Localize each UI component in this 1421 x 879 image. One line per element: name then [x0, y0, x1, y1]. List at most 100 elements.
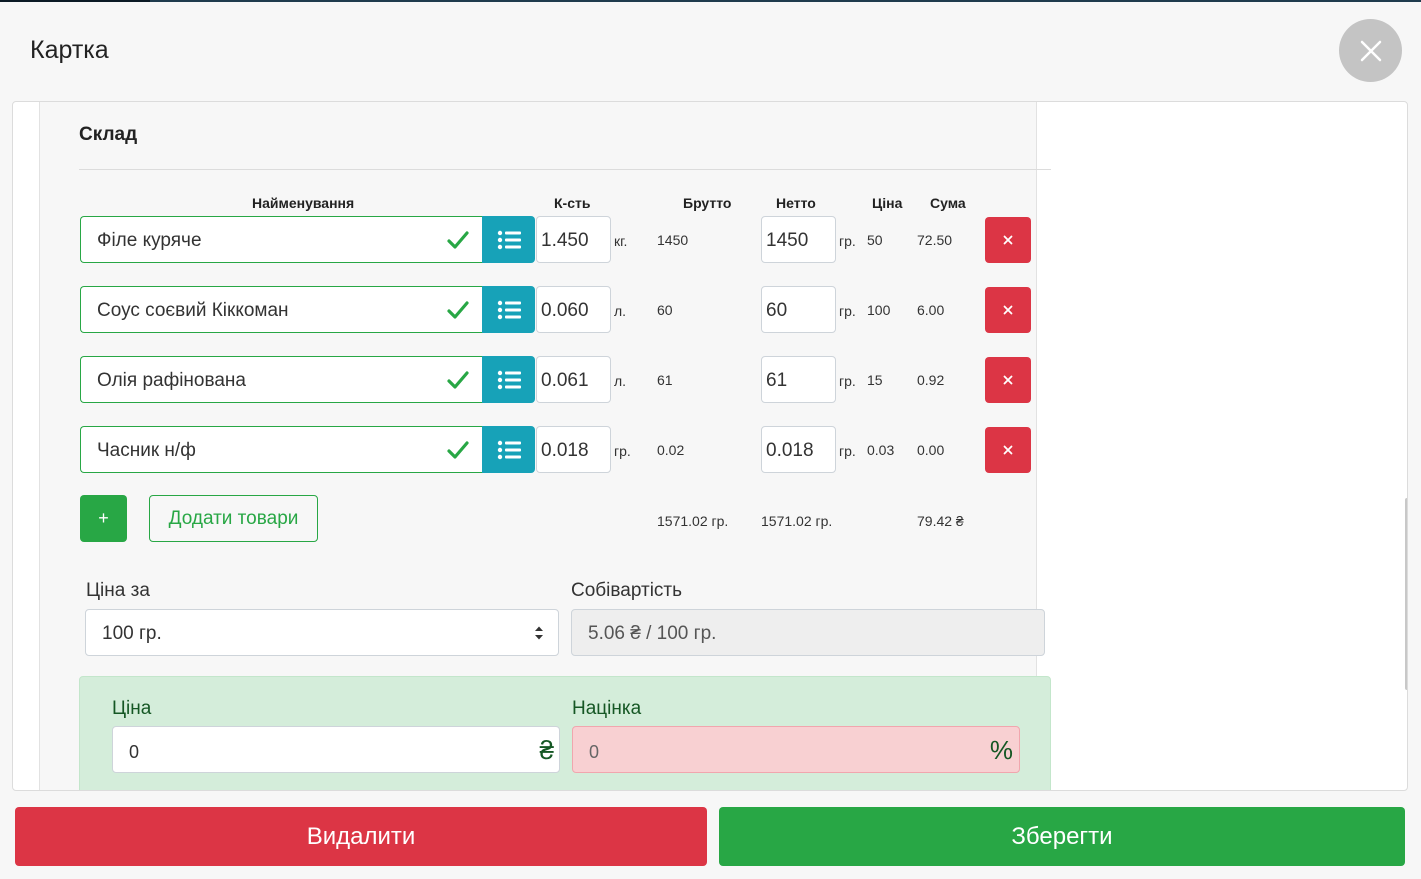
sum-value: 0.00	[917, 442, 945, 458]
content-panel: Склад Найменування К-сть Брутто Нетто Ці…	[12, 101, 1408, 791]
modal-title: Картка	[30, 36, 109, 64]
brutto-value: 0.02	[657, 442, 685, 458]
section-title: Склад	[79, 124, 138, 145]
close-button[interactable]	[1339, 19, 1402, 82]
ingredient-netto-input[interactable]: 61	[761, 356, 836, 403]
list-icon	[497, 440, 521, 459]
top-strip	[0, 0, 1421, 2]
brutto-value: 60	[657, 302, 673, 318]
ingredient-name-text: Олія рафінована	[97, 370, 246, 391]
netto-unit: гр.	[839, 233, 856, 249]
total-brutto: 1571.02 гр.	[657, 513, 729, 529]
price-value: 15	[867, 372, 883, 388]
delete-button[interactable]: Видалити	[15, 807, 707, 866]
price-input-value: 0	[129, 742, 140, 762]
delete-row-button[interactable]	[985, 217, 1031, 263]
markup-input[interactable]: 0 %	[572, 726, 1020, 773]
check-icon	[447, 441, 469, 459]
scrollbar[interactable]	[1405, 102, 1407, 790]
ingredient-name-input[interactable]: Часник н/ф	[80, 426, 482, 473]
ingredient-list-button[interactable]	[482, 286, 535, 333]
total-netto: 1571.02 гр.	[761, 513, 833, 529]
brutto-value: 61	[657, 372, 673, 388]
top-strip-segment	[0, 0, 150, 2]
ingredient-name-text: Часник н/ф	[97, 440, 196, 461]
list-icon	[497, 370, 521, 389]
chevron-updown-icon	[535, 626, 543, 640]
column-header-name: Найменування	[252, 195, 355, 211]
column-header-brutto: Брутто	[683, 195, 732, 211]
netto-unit: гр.	[839, 443, 856, 459]
close-icon	[1003, 305, 1013, 315]
column-header-sum: Сума	[930, 195, 966, 211]
ingredient-netto-input[interactable]: 1450	[761, 216, 836, 263]
ingredient-qty-input[interactable]: 0.018	[536, 426, 611, 473]
cost-value: 5.06 ₴ / 100 гр.	[588, 623, 717, 644]
ingredient-qty-input[interactable]: 0.060	[536, 286, 611, 333]
sum-value: 0.92	[917, 372, 945, 388]
price-value: 100	[867, 302, 891, 318]
ingredient-name-input[interactable]: Олія рафінована	[80, 356, 482, 403]
cost-field: 5.06 ₴ / 100 гр.	[571, 609, 1045, 656]
hryvnia-icon: ₴	[539, 735, 554, 765]
price-label: Ціна	[112, 698, 152, 719]
ingredient-list-button[interactable]	[482, 426, 535, 473]
ingredient-row: Олія рафінована 0.061 л. 61 61 гр. 15 0.…	[40, 356, 1038, 404]
check-icon	[447, 231, 469, 249]
qty-unit: л.	[614, 373, 627, 389]
column-header-qty: К-сть	[554, 195, 591, 211]
price-per-select[interactable]: 100 гр.	[85, 609, 559, 656]
sum-value: 72.50	[917, 232, 953, 248]
ingredient-name-input[interactable]: Соус соєвий Кіккоман	[80, 286, 482, 333]
check-icon	[447, 301, 469, 319]
cost-label: Собівартість	[571, 580, 683, 601]
qty-unit: гр.	[614, 443, 631, 459]
delete-row-button[interactable]	[985, 427, 1031, 473]
qty-unit: л.	[614, 303, 627, 319]
column-header-netto: Нетто	[776, 195, 816, 211]
delete-row-button[interactable]	[985, 357, 1031, 403]
total-sum: 79.42 ₴	[917, 513, 964, 529]
ingredient-row: Філе куряче 1.450 кг. 1450 1450 гр. 50 7…	[40, 216, 1038, 264]
price-input[interactable]: 0 ₴	[112, 726, 560, 773]
brutto-value: 1450	[657, 232, 689, 248]
delete-row-button[interactable]	[985, 287, 1031, 333]
markup-input-value: 0	[589, 742, 600, 762]
recipe-column: Склад Найменування К-сть Брутто Нетто Ці…	[39, 102, 1051, 790]
list-icon	[497, 300, 521, 319]
ingredient-netto-input[interactable]: 60	[761, 286, 836, 333]
close-icon	[1003, 235, 1013, 245]
check-icon	[447, 371, 469, 389]
close-icon	[1003, 375, 1013, 385]
ingredient-list-button[interactable]	[482, 216, 535, 263]
ingredient-name-input[interactable]: Філе куряче	[80, 216, 482, 263]
scrollbar-thumb[interactable]	[1405, 498, 1407, 690]
ingredient-qty-input[interactable]: 0.061	[536, 356, 611, 403]
ingredient-list-button[interactable]	[482, 356, 535, 403]
netto-unit: гр.	[839, 373, 856, 389]
markup-label: Націнка	[572, 698, 642, 719]
close-icon	[1360, 40, 1381, 61]
ingredient-name-text: Філе куряче	[97, 230, 202, 251]
sum-value: 6.00	[917, 302, 945, 318]
ingredient-netto-input[interactable]: 0.018	[761, 426, 836, 473]
price-value: 50	[867, 232, 883, 248]
price-value: 0.03	[867, 442, 895, 458]
qty-unit: кг.	[614, 233, 628, 249]
list-icon	[497, 230, 521, 249]
add-row-button[interactable]: +	[80, 495, 127, 542]
ingredient-row: Соус соєвий Кіккоман 0.060 л. 60 60 гр. …	[40, 286, 1038, 334]
column-header-price: Ціна	[872, 195, 903, 211]
percent-icon: %	[989, 735, 1013, 765]
netto-unit: гр.	[839, 303, 856, 319]
ingredient-qty-input[interactable]: 1.450	[536, 216, 611, 263]
save-button[interactable]: Зберегти	[719, 807, 1405, 866]
price-per-value: 100 гр.	[102, 623, 162, 644]
section-divider	[79, 169, 1051, 170]
close-icon	[1003, 445, 1013, 455]
ingredient-row: Часник н/ф 0.018 гр. 0.02 0.018 гр. 0.03…	[40, 426, 1038, 474]
add-goods-button[interactable]: Додати товари	[149, 495, 318, 542]
price-markup-panel: Ціна Націнка 0 ₴ 0 %	[79, 676, 1051, 790]
ingredient-name-text: Соус соєвий Кіккоман	[97, 300, 289, 321]
price-per-label: Ціна за	[86, 580, 150, 601]
